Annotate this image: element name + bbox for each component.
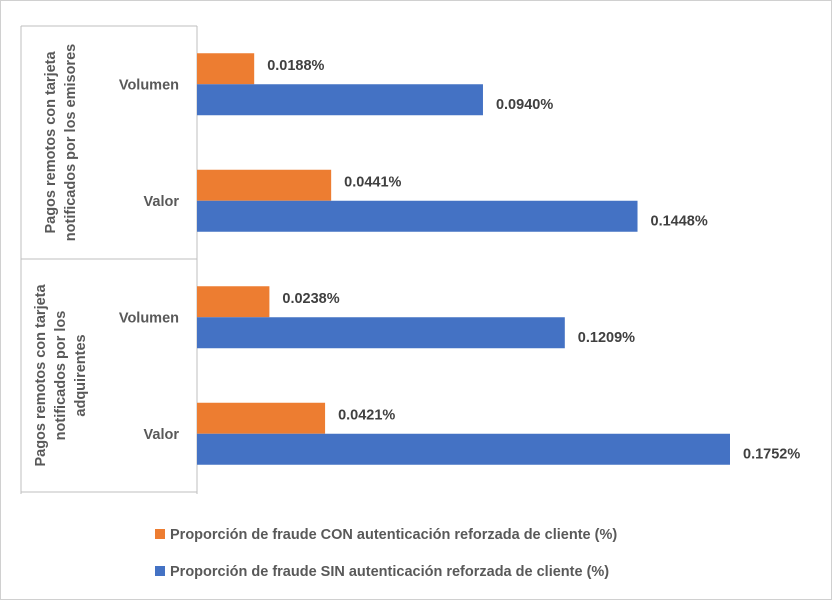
category-label: Volumen	[119, 77, 179, 93]
data-label: 0.1752%	[743, 446, 800, 462]
group-label-line: Pagos remotos con tarjeta	[33, 284, 49, 467]
value-labels: 0.0188% 0.0940% 0.0441% 0.1448% 0.0238% 0.120…	[267, 58, 800, 463]
data-label: 0.0940%	[496, 97, 553, 113]
bar-sin	[197, 317, 565, 349]
legend-swatch	[155, 566, 165, 576]
data-label: 0.0421%	[338, 407, 395, 423]
bar-sin	[197, 84, 483, 116]
group-label-line: notificados por los	[53, 311, 69, 441]
data-label: 0.0238%	[282, 291, 339, 307]
legend-entry: Proporción de fraude CON autenticación r…	[170, 527, 617, 543]
data-label: 0.0441%	[344, 174, 401, 190]
legend-entry: Proporción de fraude SIN autenticación r…	[170, 564, 609, 580]
group-label-line: adquirentes	[73, 334, 89, 416]
category-label: Valor	[144, 194, 180, 210]
bar-sin	[197, 200, 638, 232]
data-label: 0.1448%	[651, 213, 708, 229]
group-label-1: Pagos remotos con tarjeta notificados por…	[33, 284, 89, 467]
group-label-line: Pagos remotos con tarjeta	[43, 51, 59, 234]
bars	[197, 53, 730, 465]
data-label: 0.0188%	[267, 58, 324, 74]
bar-con	[197, 169, 332, 201]
bar-con	[197, 402, 326, 434]
legend-swatch	[155, 529, 165, 539]
category-label: Volumen	[119, 310, 179, 326]
bar-con	[197, 286, 270, 318]
category-label: Valor	[144, 427, 180, 443]
bar-con	[197, 53, 255, 85]
bar-sin	[197, 433, 730, 465]
data-label: 0.1209%	[578, 330, 635, 346]
category-labels: Volumen Valor Volumen Valor	[119, 77, 180, 443]
legend: Proporción de fraude CON autenticación r…	[155, 527, 617, 580]
group-label-0: Pagos remotos con tarjeta notificados por…	[43, 44, 79, 241]
group-label-line: notificados por los emisores	[63, 44, 79, 241]
group-labels: Pagos remotos con tarjeta notificados por…	[33, 44, 89, 467]
